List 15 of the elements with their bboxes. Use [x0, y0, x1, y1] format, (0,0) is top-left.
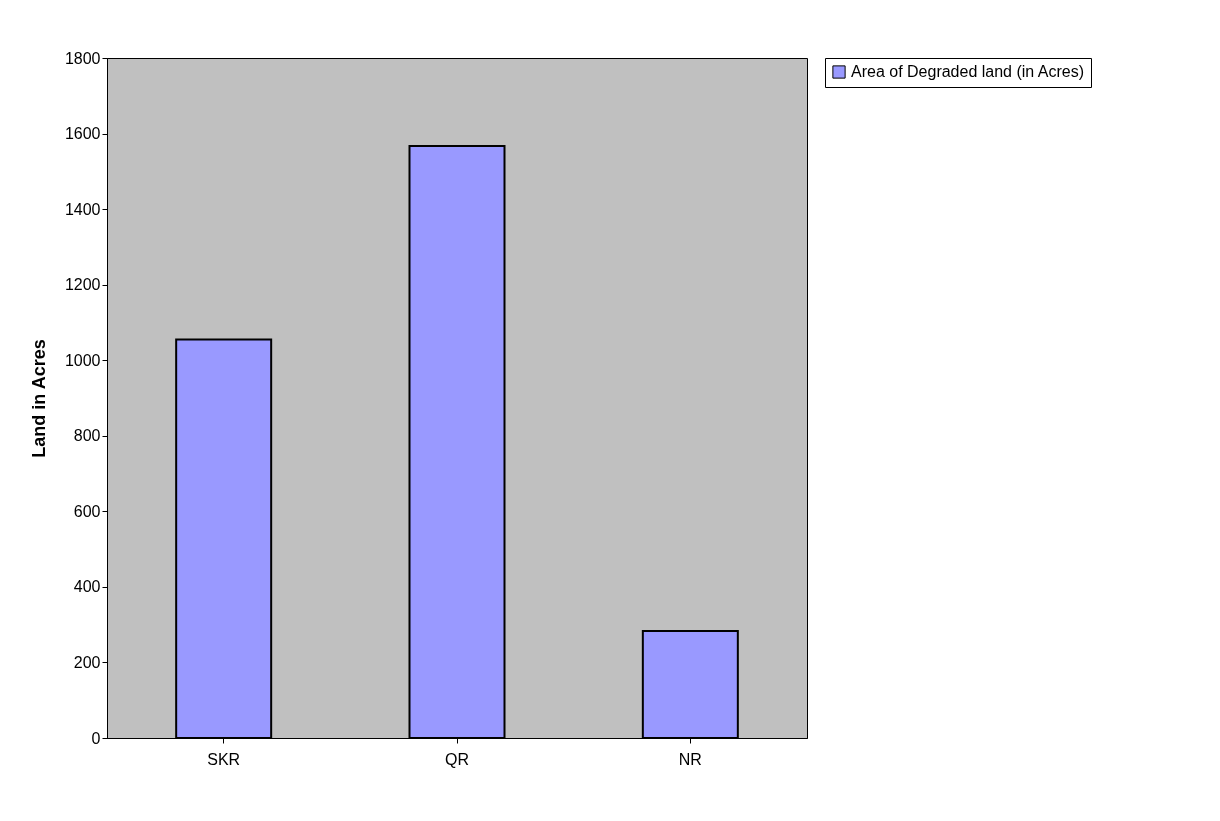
y-tick-label: 600 [73, 502, 101, 520]
y-tick-label: 1800 [64, 49, 101, 67]
x-tick-label: NR [678, 750, 702, 768]
x-tick-label: SKR [207, 750, 241, 768]
y-tick-label: 0 [91, 729, 101, 747]
x-tick-label: QR [445, 750, 469, 768]
y-tick-label: 800 [73, 427, 101, 445]
y-tick-label: 1000 [64, 351, 101, 369]
y-tick-label: 400 [73, 578, 101, 596]
y-tick-label: 1600 [64, 125, 101, 143]
y-axis-title: Land in Acres [28, 339, 49, 458]
legend-label: Area of Degraded land (in Acres) [851, 63, 1085, 80]
y-tick-label: 1200 [64, 276, 101, 294]
y-tick-label: 1400 [64, 200, 101, 218]
y-tick-label: 200 [73, 653, 101, 671]
